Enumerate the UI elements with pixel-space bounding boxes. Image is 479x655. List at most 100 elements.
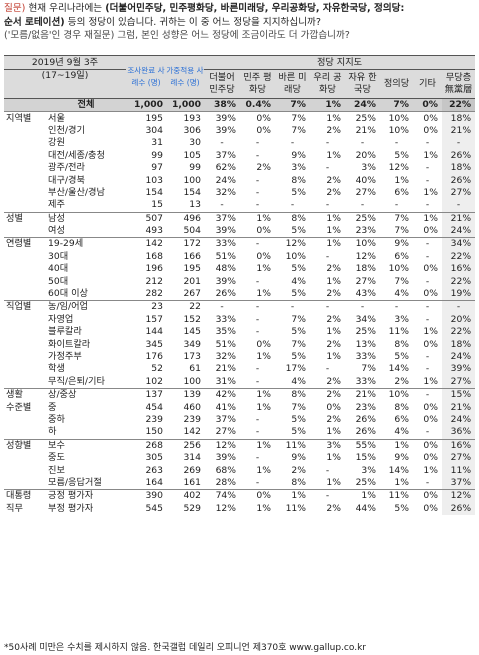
value-cell: 31% bbox=[215, 375, 236, 387]
value-cell: 4% bbox=[291, 375, 306, 387]
weighted-size-cell: 256 bbox=[166, 438, 204, 452]
value-cell: 51% bbox=[215, 250, 236, 262]
value-cell: 11% bbox=[442, 464, 476, 477]
value-cell: 0% bbox=[413, 111, 442, 125]
value-cell: 39% bbox=[204, 111, 240, 125]
value-cell: 0% bbox=[423, 288, 438, 300]
sample-size-cell: 545 bbox=[145, 502, 163, 514]
value-cell: - bbox=[255, 313, 260, 325]
sample-size-cell: 176 bbox=[145, 351, 163, 362]
value-cell: 0% bbox=[423, 401, 438, 413]
segment-label: 화이트칼라 bbox=[48, 338, 91, 350]
value-cell: - bbox=[240, 300, 275, 314]
weighted-size-cell: 139 bbox=[166, 387, 204, 402]
value-cell: 2% bbox=[326, 124, 341, 136]
value-cell: 22% bbox=[442, 275, 476, 288]
party-header-2: 바른 미래당 bbox=[275, 69, 310, 99]
value-cell: 27% bbox=[215, 426, 236, 438]
value-cell: 0% bbox=[423, 452, 438, 464]
value-cell: 33% bbox=[204, 237, 240, 251]
value-cell: 1% bbox=[326, 326, 341, 338]
sample-size-cell: 157 bbox=[145, 313, 163, 325]
value-cell: 21% bbox=[442, 124, 476, 138]
value-cell: 62% bbox=[215, 162, 236, 174]
table-row: 대통령 긍정 평가자 390 402 74% 0% 1% -1% 11% 0% 12% bbox=[4, 489, 476, 503]
value-cell: 16% bbox=[442, 263, 476, 276]
value-cell: - bbox=[425, 351, 430, 362]
group-label bbox=[4, 174, 46, 186]
value-cell: 4% bbox=[291, 275, 306, 287]
question-tag: 질문) bbox=[4, 3, 26, 14]
group-label bbox=[4, 326, 46, 338]
value-cell: - bbox=[425, 174, 430, 186]
value-cell: - bbox=[275, 300, 310, 314]
question-note: ('모름/없음'인 경우 재질문) 그럼, 본인 성향은 어느 정당에 조금이라… bbox=[4, 30, 350, 41]
value-cell: 2% bbox=[256, 162, 271, 174]
value-cell: 8% bbox=[291, 174, 306, 186]
table-row: 중하 239 239 37% - 5% 2% 26% 6% 0% 24% bbox=[4, 413, 476, 427]
weighted-size-cell: 22 bbox=[166, 300, 204, 314]
table-row: 여성 493 504 39% 0% 5% 1% 23% 7% 0% 24% bbox=[4, 224, 476, 238]
segment-label: 19-29세 bbox=[46, 237, 126, 251]
table-row: 강원 31 30- - - - - - - - bbox=[4, 137, 476, 150]
value-cell: 1% bbox=[240, 211, 275, 225]
value-cell: 27% bbox=[442, 451, 476, 465]
weighted-size-cell: 529 bbox=[183, 502, 201, 514]
sample-size-cell: 195 bbox=[126, 111, 166, 125]
group-label bbox=[4, 137, 46, 149]
weighted-size-cell: 504 bbox=[183, 225, 201, 237]
value-cell: 24% bbox=[215, 174, 236, 186]
weighted-size-cell: 195 bbox=[183, 263, 201, 275]
value-cell: 12% bbox=[275, 237, 310, 251]
value-cell: 7% bbox=[275, 98, 310, 113]
value-cell: 7% bbox=[291, 338, 306, 350]
value-cell: 5% bbox=[291, 288, 306, 300]
group-label bbox=[4, 199, 46, 212]
value-cell: 21% bbox=[442, 211, 476, 225]
weighted-size-cell: 142 bbox=[183, 426, 201, 438]
value-cell: 1% bbox=[326, 275, 341, 287]
value-cell: 1% bbox=[240, 387, 275, 402]
dates-label: (17~19일) bbox=[4, 69, 126, 99]
sample-size-cell: 103 bbox=[145, 174, 163, 186]
value-cell: - bbox=[255, 326, 260, 338]
value-cell: - bbox=[425, 363, 430, 375]
value-cell: 26% bbox=[215, 288, 236, 300]
sample-size-cell: 493 bbox=[145, 225, 163, 237]
segment-label: 40대 bbox=[48, 263, 69, 275]
value-cell: 1% bbox=[326, 351, 341, 362]
value-cell: 5% bbox=[291, 225, 306, 237]
value-cell: 2% bbox=[326, 263, 341, 275]
value-cell: 32% bbox=[215, 186, 236, 198]
value-cell: - bbox=[325, 162, 330, 174]
value-cell: 1% bbox=[256, 351, 271, 362]
value-cell: 34% bbox=[442, 237, 476, 251]
value-cell: 7% bbox=[291, 401, 306, 413]
value-cell: 4% bbox=[394, 288, 409, 300]
group-label bbox=[4, 314, 46, 326]
value-cell: 26% bbox=[442, 502, 476, 515]
weighted-size-cell: 100 bbox=[183, 375, 201, 387]
value-cell: 24% bbox=[442, 350, 476, 364]
value-cell: 1% bbox=[240, 438, 275, 452]
weighted-size-cell: 173 bbox=[183, 351, 201, 362]
value-cell: 33% bbox=[215, 313, 236, 325]
weighted-size-cell: 496 bbox=[166, 211, 204, 225]
sample-size-cell: 263 bbox=[145, 464, 163, 476]
value-cell: 27% bbox=[355, 186, 376, 198]
weighted-size-cell: 193 bbox=[166, 111, 204, 125]
value-cell: 3% bbox=[394, 313, 409, 325]
value-cell: 1% bbox=[326, 476, 341, 488]
value-cell: 26% bbox=[355, 426, 376, 438]
table-row: 직업별 농/임/어업 23 22- - - - - - - - bbox=[4, 300, 476, 314]
weighted-size-cell: 460 bbox=[183, 401, 201, 413]
value-cell: 28% bbox=[215, 476, 236, 488]
value-cell: 11% bbox=[380, 489, 413, 503]
table-row: 생활 상/중상 137 139 42% 1% 8% 2% 21% 10% -15% bbox=[4, 387, 476, 402]
value-cell: 12% bbox=[355, 250, 376, 262]
sample-size-cell: 31 bbox=[151, 137, 163, 149]
value-cell: 51% bbox=[215, 338, 236, 350]
value-cell: 1% bbox=[394, 476, 409, 488]
value-cell: - bbox=[255, 186, 260, 198]
value-cell: 39% bbox=[215, 124, 236, 136]
